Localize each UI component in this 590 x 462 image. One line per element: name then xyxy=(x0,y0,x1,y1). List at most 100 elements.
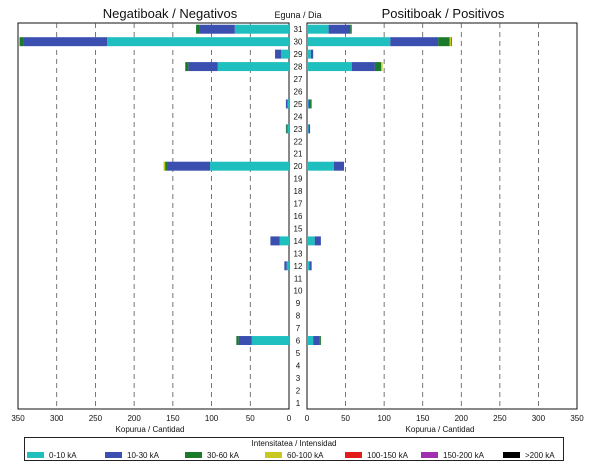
legend: Intensitatea / Intensidad 0-10 kA 10-30 k… xyxy=(24,437,564,461)
day-tick-label: 10 xyxy=(294,287,303,296)
legend-swatch xyxy=(421,452,438,458)
negative-bar-segment xyxy=(167,161,211,171)
legend-title: Intensitatea / Intensidad xyxy=(251,439,337,448)
legend-label: 0-10 kA xyxy=(49,450,77,460)
legend-swatch xyxy=(105,452,122,458)
negative-bar-segment xyxy=(287,124,289,134)
positive-bar-segment xyxy=(310,49,314,59)
day-tick-label: 2 xyxy=(296,386,301,395)
day-tick-label: 1 xyxy=(296,399,301,408)
x-tick-label: 250 xyxy=(89,414,103,423)
day-tick-label: 14 xyxy=(294,237,303,246)
positive-bar-segment xyxy=(308,124,311,134)
legend-item: 0-10 kA xyxy=(27,450,77,460)
day-tick-label: 19 xyxy=(294,175,303,184)
day-tick-label: 12 xyxy=(294,262,303,271)
legend-item: 100-150 kA xyxy=(345,450,408,460)
negative-bar-segment xyxy=(238,336,252,345)
day-tick-label: 27 xyxy=(294,75,303,84)
positive-bar-segment xyxy=(307,336,314,345)
x-tick-label: 50 xyxy=(246,414,255,423)
negative-bar-segment xyxy=(275,49,282,59)
day-tick-label: 11 xyxy=(294,274,303,283)
day-tick-label: 29 xyxy=(294,50,303,59)
day-tick-label: 20 xyxy=(294,162,303,171)
negative-bar-segment xyxy=(236,336,239,345)
legend-swatch xyxy=(503,452,520,458)
legend-item: 10-30 kA xyxy=(105,450,159,460)
positive-bar-segment xyxy=(319,336,321,345)
negative-bar-segment xyxy=(270,236,280,246)
positive-bar-segment xyxy=(449,37,452,47)
negative-bar-segment xyxy=(287,99,289,109)
legend-swatch xyxy=(185,452,202,458)
bars xyxy=(19,24,453,345)
day-tick-label: 18 xyxy=(294,187,303,196)
day-tick-label: 30 xyxy=(294,38,303,47)
legend-item: 30-60 kA xyxy=(185,450,239,460)
negative-bar-segment xyxy=(285,99,288,109)
legend-label: 150-200 kA xyxy=(443,450,484,460)
day-tick-label: 8 xyxy=(296,312,301,321)
day-tick-label: 13 xyxy=(294,249,303,258)
positive-bar-segment xyxy=(350,24,352,34)
positive-bar-segment xyxy=(314,236,321,246)
negative-bar-segment xyxy=(196,24,200,34)
negative-bar-segment xyxy=(286,261,289,271)
x-tick-label: 100 xyxy=(205,414,219,423)
x-tick-label: 150 xyxy=(416,414,430,423)
day-tick-label: 22 xyxy=(294,137,303,146)
negative-bar-segment xyxy=(188,62,218,72)
positive-bar-segment xyxy=(313,336,320,345)
positive-bar-segment xyxy=(307,161,334,171)
negative-bar-segment xyxy=(234,24,289,34)
legend-label: 10-30 kA xyxy=(127,450,160,460)
positive-bar-segment xyxy=(307,62,352,72)
day-tick-label: 28 xyxy=(294,63,303,72)
x-tick-label: 150 xyxy=(166,414,180,423)
left-plot-frame xyxy=(17,22,290,410)
positive-bar-segment xyxy=(307,24,329,34)
day-tick-label: 7 xyxy=(296,324,301,333)
x-tick-label: 0 xyxy=(287,414,292,423)
x-tick-label: 200 xyxy=(455,414,469,423)
legend-label: >200 kA xyxy=(525,450,555,460)
x-tick-label: 250 xyxy=(493,414,507,423)
day-tick-label: 24 xyxy=(294,112,303,121)
legend-item: >200 kA xyxy=(503,450,555,460)
x-tick-label: 200 xyxy=(127,414,141,423)
negative-bar-segment xyxy=(185,62,189,72)
positive-bar-segment xyxy=(307,124,309,134)
x-tick-label: 50 xyxy=(341,414,350,423)
positive-bar-segment xyxy=(307,236,315,246)
x-tick-label: 300 xyxy=(50,414,64,423)
day-tick-label: 9 xyxy=(296,299,301,308)
positive-bar-segment xyxy=(438,37,450,47)
positive-bar-segment xyxy=(451,37,453,47)
day-tick-label: 6 xyxy=(296,337,301,346)
left-x-axis-label: Kopurua / Cantidad xyxy=(116,425,185,434)
positive-bar-segment xyxy=(328,24,351,34)
positive-bar-segment xyxy=(309,261,312,271)
day-tick-label: 4 xyxy=(296,361,301,370)
positive-bar-segment xyxy=(307,49,311,59)
grid-lines xyxy=(56,23,539,409)
right-panel-title: Positiboak / Positivos xyxy=(381,6,505,21)
negative-bar-segment xyxy=(19,37,24,47)
negative-bar-segment xyxy=(210,161,289,171)
positive-bar-segment xyxy=(390,37,439,47)
day-tick-label: 25 xyxy=(294,100,303,109)
positive-bar-segment xyxy=(351,62,375,72)
negative-bar-segment xyxy=(286,124,288,134)
legend-swatch xyxy=(345,452,362,458)
positive-bar-segment xyxy=(381,62,383,72)
legend-swatch xyxy=(265,452,282,458)
positive-bar-segment xyxy=(307,99,309,109)
negative-bar-segment xyxy=(107,37,290,47)
legend-label: 30-60 kA xyxy=(207,450,240,460)
negative-bar-segment xyxy=(285,124,287,134)
left-panel-title: Negatiboak / Negativos xyxy=(102,6,238,21)
negative-bar-segment xyxy=(163,161,166,171)
